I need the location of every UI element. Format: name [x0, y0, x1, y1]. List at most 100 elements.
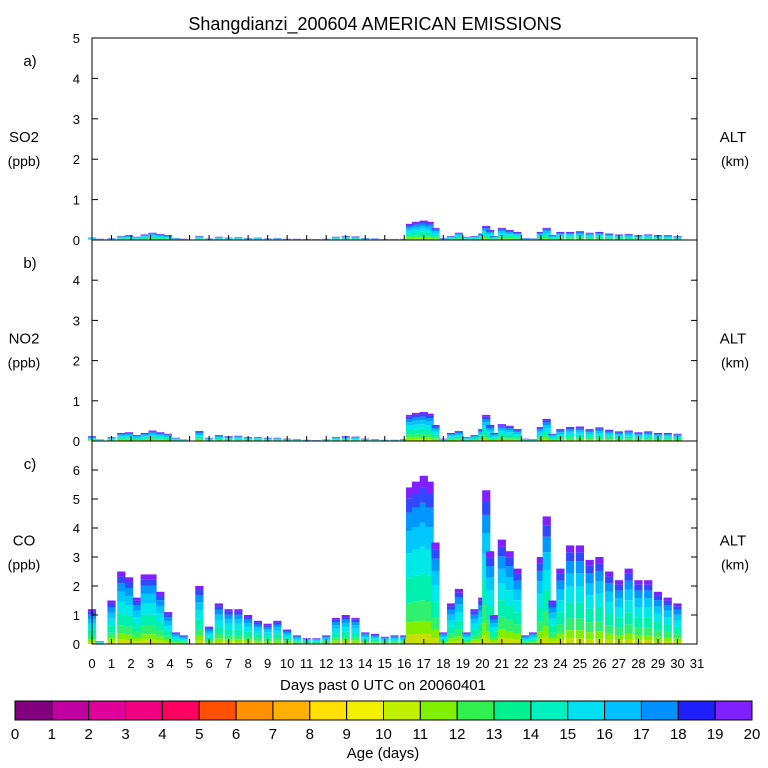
bar-age-layer [462, 438, 471, 439]
bar-age-layer [505, 230, 514, 232]
x-tick-label: 5 [186, 656, 193, 671]
bar-age-layer [351, 438, 360, 440]
bar-age-layer [156, 595, 165, 601]
bar-age-layer [406, 233, 415, 236]
bar-age-layer [505, 425, 514, 427]
bar-age-layer [148, 614, 157, 626]
x-tick-label: 10 [280, 656, 294, 671]
bar-age-layer [542, 227, 551, 229]
bar-age-layer [156, 432, 165, 433]
x-tick-label: 7 [225, 656, 232, 671]
data-bar-so2 [605, 233, 614, 240]
bar-age-layer [132, 631, 141, 638]
bar-age-layer [663, 631, 672, 638]
y-tick-label: 1 [73, 608, 80, 623]
bar-age-layer [624, 439, 633, 441]
bar-age-layer [253, 439, 262, 440]
bar-age-layer [595, 433, 604, 436]
bar-age-layer [179, 642, 188, 644]
bar-age-layer [411, 507, 421, 528]
bar-age-layer [322, 637, 331, 639]
bar-age-layer [195, 431, 204, 433]
bar-age-layer [148, 236, 157, 239]
bar-age-layer [195, 237, 204, 239]
bar-age-layer [156, 636, 165, 641]
bar-age-layer [513, 435, 522, 438]
data-bar-no2 [140, 432, 149, 441]
bar-age-layer [470, 238, 479, 239]
data-bar-co [411, 481, 421, 644]
bar-age-layer [585, 236, 594, 239]
bar-age-layer [148, 234, 157, 236]
bar-age-layer [575, 552, 584, 562]
bar-age-layer [148, 585, 157, 594]
bar-age-layer [425, 527, 434, 550]
data-bar-co [224, 609, 233, 644]
bar-age-layer [482, 416, 491, 420]
bar-age-layer [497, 583, 506, 601]
bar-age-layer [148, 235, 157, 237]
bar-age-layer [575, 430, 584, 433]
data-bar-no2 [164, 433, 173, 441]
bar-age-layer [164, 614, 173, 618]
bar-age-layer [195, 238, 204, 239]
bar-age-layer [482, 225, 491, 227]
bar-age-layer [195, 432, 204, 434]
bar-age-layer [663, 438, 672, 440]
bar-age-layer [595, 593, 604, 608]
bar-age-layer [644, 238, 653, 240]
bar-age-layer [205, 629, 214, 632]
data-bar-co [390, 635, 399, 644]
colorbar-tick-label: 1 [48, 726, 56, 743]
bar-age-layer [454, 233, 463, 234]
bar-age-layer [419, 600, 428, 621]
data-bar-no2 [454, 430, 463, 441]
bar-age-layer [614, 234, 624, 236]
bar-age-layer [431, 570, 440, 586]
bar-age-layer [566, 435, 575, 438]
bar-age-layer [253, 630, 262, 635]
bar-age-layer [224, 634, 233, 640]
bar-age-layer [224, 611, 233, 615]
bar-age-layer [425, 601, 434, 622]
bar-age-layer [253, 640, 262, 643]
bar-age-layer [624, 436, 633, 439]
bar-age-layer [489, 642, 499, 644]
data-bar-so2 [425, 221, 434, 240]
bar-age-layer [566, 232, 575, 234]
bar-age-layer [214, 439, 223, 441]
panel-frame [91, 440, 698, 645]
bar-age-layer [536, 621, 545, 632]
bar-age-layer [566, 233, 575, 235]
bar-age-layer [419, 223, 428, 227]
bar-age-layer [253, 642, 262, 644]
bar-age-layer [171, 439, 181, 440]
bar-age-layer [653, 600, 663, 607]
bar-age-layer [624, 434, 633, 437]
bar-age-layer [148, 439, 157, 441]
bar-age-layer [614, 584, 624, 591]
bar-age-layer [124, 237, 134, 239]
bar-age-layer [214, 620, 223, 627]
y-tick-label: 1 [73, 193, 80, 208]
bar-age-layer [140, 603, 149, 615]
bar-age-layer [497, 425, 506, 427]
bar-age-layer [425, 415, 434, 419]
data-bar-so2 [585, 232, 594, 240]
bar-age-layer [644, 607, 653, 618]
bar-age-layer [156, 439, 165, 441]
bar-age-layer [425, 439, 434, 441]
bar-age-layer [425, 232, 434, 236]
colorbar-swatch [235, 700, 274, 721]
bar-age-layer [117, 583, 126, 592]
bar-age-layer [406, 430, 415, 435]
bar-age-layer [585, 583, 594, 596]
colorbar-swatch [677, 700, 716, 721]
bar-age-layer [224, 609, 233, 612]
bar-age-layer [164, 621, 173, 626]
data-bar-no2 [605, 429, 614, 441]
bar-age-layer [542, 231, 551, 233]
bar-age-layer [431, 558, 440, 571]
bar-age-layer [439, 632, 448, 634]
bar-age-layer [462, 639, 471, 641]
